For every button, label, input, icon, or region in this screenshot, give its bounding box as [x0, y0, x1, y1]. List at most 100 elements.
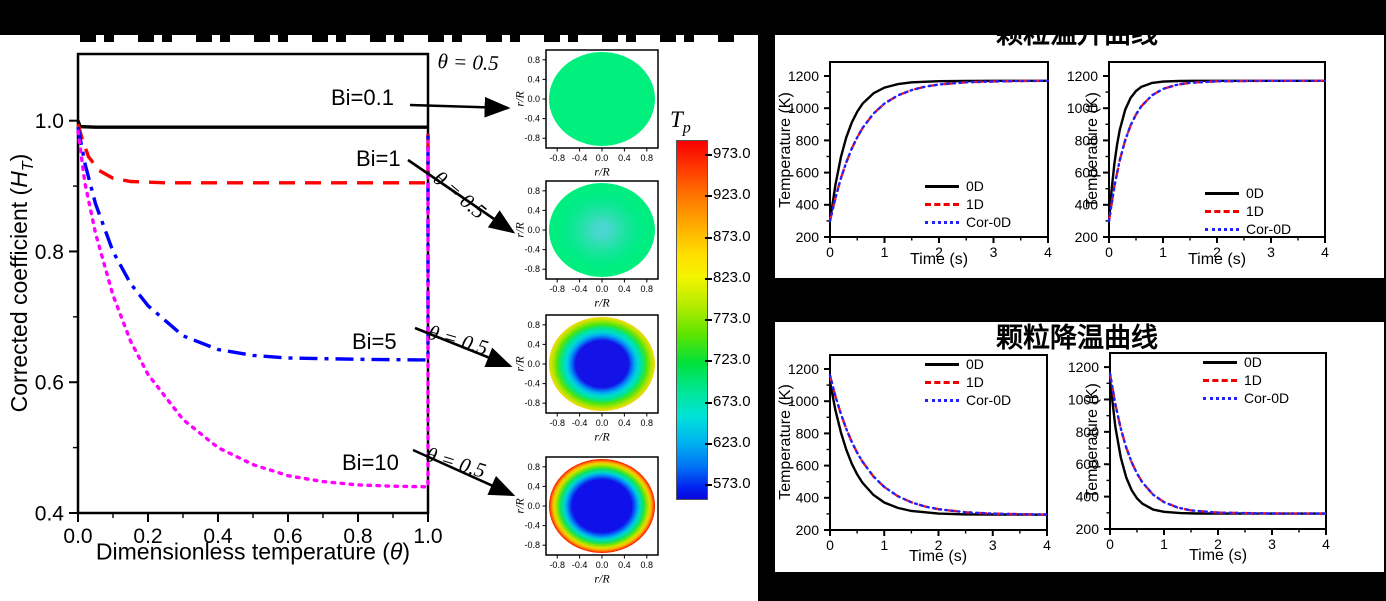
- x-tick-label: 0.6: [273, 525, 302, 548]
- rise2-y-axis-label: Temperature (K): [1084, 92, 1101, 208]
- x-tick-label: -0.8: [549, 418, 565, 428]
- y-tick-label: 600: [1076, 456, 1100, 472]
- y-tick-label: 0.8: [527, 186, 540, 196]
- rise2-legend: 0D 1D Cor-0D: [1205, 184, 1291, 238]
- cooling-panel-title: 颗粒降温曲线: [996, 323, 1158, 353]
- contour-disk: [549, 459, 655, 553]
- y-tick-label: 0.0: [527, 225, 540, 235]
- rise1-x-axis-label: Time (s): [909, 251, 969, 268]
- y-tick-label: 0.8: [527, 55, 540, 65]
- legend-entry-cor0d: Cor-0D: [925, 213, 1011, 231]
- contour-y-axis-label: r/R: [512, 222, 527, 238]
- x-tick-label: 0.0: [596, 560, 609, 570]
- legend-entry-cor0d: Cor-0D: [1205, 220, 1291, 238]
- y-tick-label: 600: [796, 165, 820, 181]
- legend-entry-0d: 0D: [925, 177, 1011, 195]
- y-tick-label: -0.8: [524, 540, 540, 550]
- x-tick-label: 1.0: [413, 525, 442, 548]
- legend-line-cor0d: [1203, 396, 1237, 400]
- y-tick-label: 800: [796, 425, 820, 441]
- legend-entry-0d: 0D: [1205, 184, 1291, 202]
- x-tick-label: -0.4: [572, 153, 588, 163]
- x-tick-label: 4: [1322, 536, 1330, 552]
- legend-line-1d: [1205, 209, 1239, 213]
- y-tick-label: 200: [1076, 521, 1100, 537]
- x-tick-label: 0.4: [618, 153, 631, 163]
- contour-plot-bi-0p1: -0.8 -0.4 0.0 0.4 0.8 0.8 0.4 0.0 -0.4 -0.8: [524, 49, 659, 163]
- y-tick-label: 0.4: [527, 339, 540, 349]
- y-tick-label: 800: [1075, 132, 1099, 148]
- temperature-rise-chart-1: 0 1 2 3 4 200 400 600 800 1000 1200: [788, 61, 1052, 260]
- corrected-coefficient-chart: 0.0 0.2 0.4 0.6 0.8 1.0 1.0 0.8 0.6 0.4: [35, 52, 443, 548]
- curve-label-bi-1: Bi=1: [356, 146, 401, 171]
- dec1-series-0D: [828, 381, 1048, 516]
- contour-plot-bi-1: -0.8 -0.4 0.0 0.4 0.8 0.8 0.4 0.0 -0.4 -0.8: [524, 180, 659, 294]
- y-tick-label: 1.0: [35, 110, 64, 133]
- y-tick-label: 0.0: [527, 359, 540, 369]
- colorbar-tick-label: 873.0: [705, 227, 751, 245]
- contour-disk: [549, 52, 655, 146]
- y-tick-label: 0.6: [35, 372, 64, 395]
- ht-series-Bi=5: [76, 126, 430, 362]
- legend-line-cor0d: [1205, 227, 1239, 231]
- legend-entry-1d: 1D: [1203, 371, 1289, 389]
- legend-line-0d: [925, 362, 959, 366]
- y-tick-label: -0.4: [524, 379, 540, 389]
- y-tick-label: 0.8: [35, 241, 64, 264]
- y-tick-label: 800: [1076, 424, 1100, 440]
- ht-x-axis-label: Dimensionless temperature (θ): [95, 538, 411, 565]
- contour-x-axis-label: r/R: [594, 429, 610, 444]
- temperature-rise-chart-2: 0 1 2 3 4 200 400 600 800 1000 1200: [1067, 61, 1329, 260]
- y-tick-label: 200: [1075, 229, 1099, 245]
- colorbar-tick-label: 723.0: [705, 351, 751, 369]
- legend-line-1d: [1203, 378, 1237, 382]
- colorbar-tick-label: 823.0: [705, 268, 751, 286]
- x-tick-label: 0.0: [596, 284, 609, 294]
- y-tick-label: 400: [796, 490, 820, 506]
- legend-entry-1d: 1D: [925, 373, 1011, 391]
- x-tick-label: 2: [1213, 244, 1221, 260]
- colorbar-tick-label: 973.0: [705, 145, 751, 162]
- dec1-legend: 0D 1D Cor-0D: [925, 355, 1011, 409]
- dec1-series-Cor-0D: [828, 374, 1049, 516]
- ht-series-Bi=10: [76, 129, 430, 489]
- y-tick-label: 0.4: [527, 205, 540, 215]
- dec2-legend: 0D 1D Cor-0D: [1203, 353, 1289, 407]
- contour-y-axis-label: r/R: [512, 498, 527, 514]
- y-tick-label: 1000: [788, 100, 819, 116]
- curve-label-bi-0p1: Bi=0.1: [331, 85, 394, 110]
- y-tick-label: 600: [1075, 165, 1099, 181]
- rise1-series-Cor-0D: [828, 79, 1050, 223]
- y-tick-label: 200: [796, 522, 820, 538]
- legend-line-cor0d: [925, 220, 959, 224]
- legend-line-1d: [925, 202, 959, 206]
- theta-arrow-3: [414, 326, 513, 368]
- x-tick-label: 1: [880, 537, 888, 553]
- y-tick-label: 0.8: [527, 320, 540, 330]
- y-tick-label: -0.4: [524, 245, 540, 255]
- x-tick-label: 0: [826, 537, 834, 553]
- y-tick-label: 0.4: [527, 74, 540, 84]
- y-tick-label: 400: [796, 197, 820, 213]
- legend-entry-cor0d: Cor-0D: [1203, 389, 1289, 407]
- x-tick-label: 0.8: [641, 284, 654, 294]
- legend-entry-1d: 1D: [925, 195, 1011, 213]
- y-tick-label: -0.4: [524, 114, 540, 124]
- ht-series-Bi=1: [76, 123, 430, 185]
- colorbar-tick-label: 623.0: [705, 433, 751, 451]
- legend-entry-cor0d: Cor-0D: [925, 391, 1011, 409]
- theta-arrow-4: [412, 448, 516, 497]
- y-tick-label: 0.4: [35, 502, 65, 525]
- curve-label-bi-10: Bi=10: [342, 450, 399, 475]
- y-tick-label: 1200: [1067, 68, 1098, 84]
- x-tick-label: 3: [1267, 244, 1275, 260]
- x-tick-label: 0.8: [343, 525, 372, 548]
- colorbar-tick-label: 673.0: [705, 392, 751, 410]
- y-tick-label: 0.0: [527, 94, 540, 104]
- y-tick-label: 1200: [1068, 359, 1099, 375]
- y-tick-label: -0.8: [524, 264, 540, 274]
- contour-disk: [549, 183, 655, 277]
- legend-entry-0d: 0D: [1203, 353, 1289, 371]
- theta-arrow-1: [409, 96, 511, 118]
